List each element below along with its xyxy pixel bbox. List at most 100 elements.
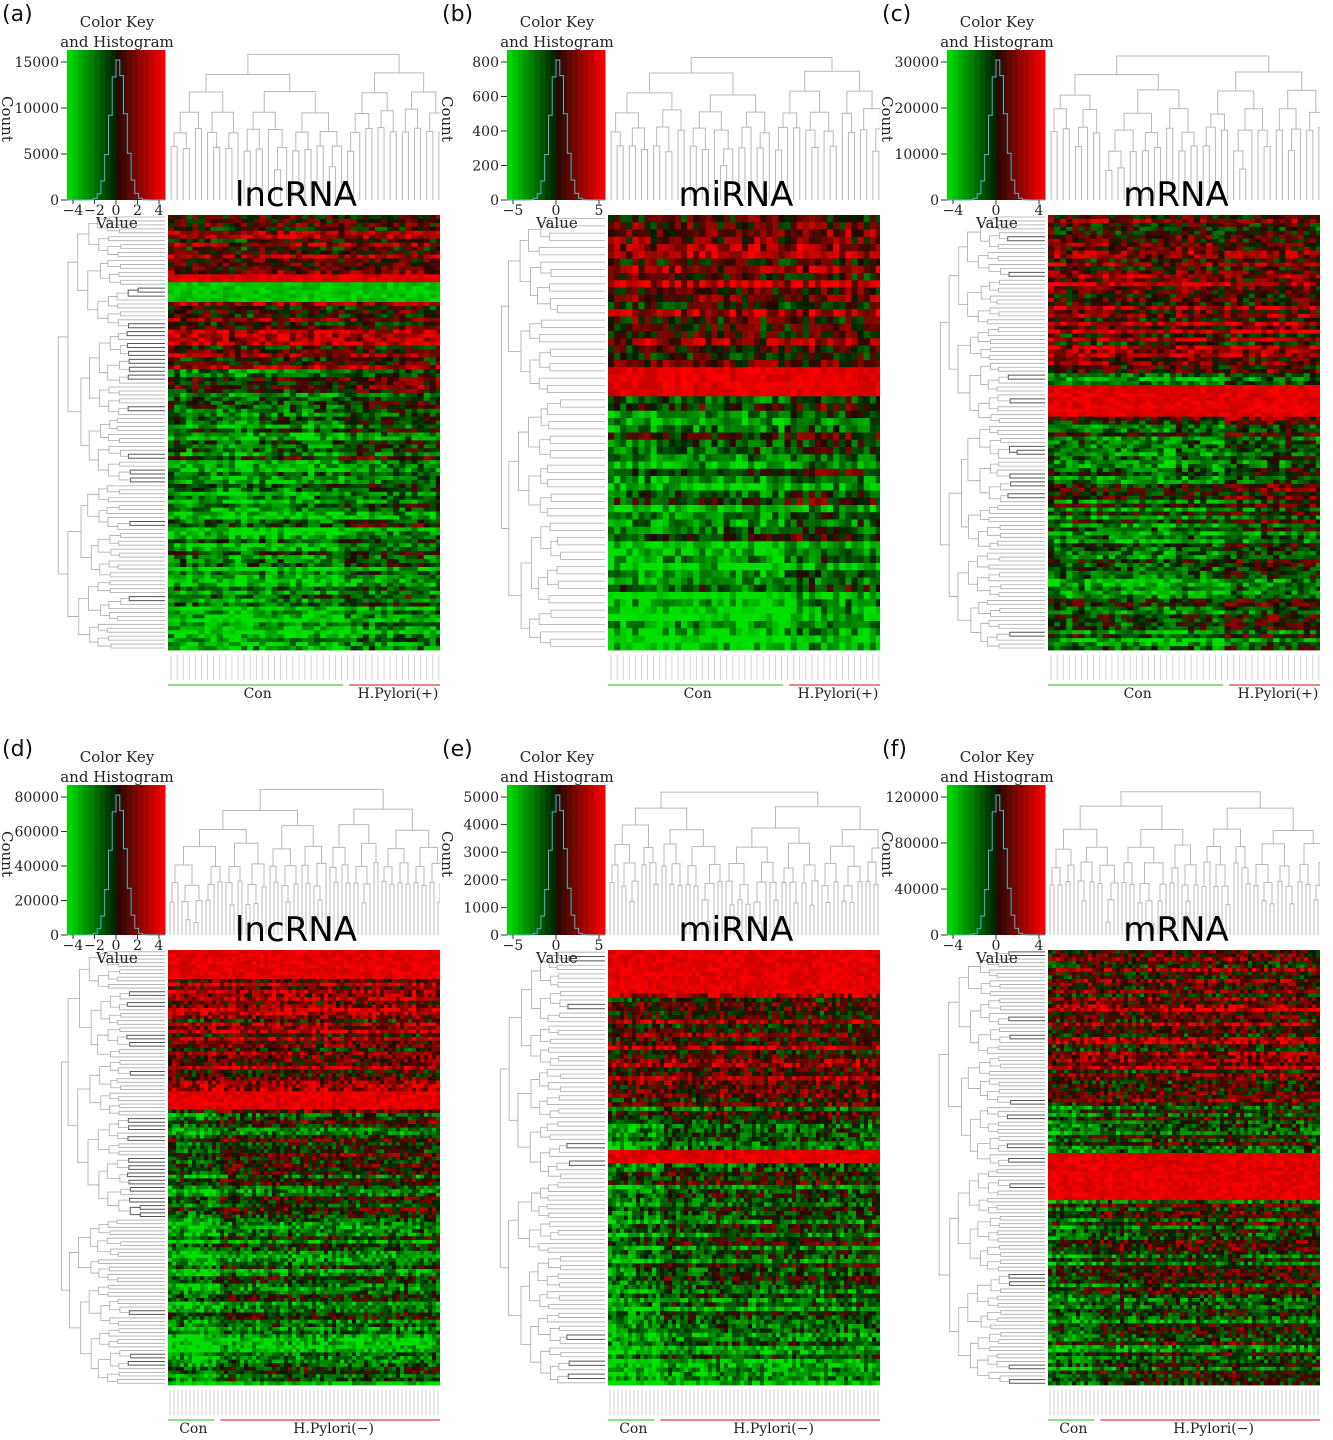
heatmap-cell — [278, 492, 284, 496]
heatmap-cell — [357, 247, 363, 251]
heatmap-cell — [381, 290, 387, 294]
heatmap-cell — [192, 377, 198, 381]
heatmap-cell — [284, 302, 290, 306]
heatmap-cell — [198, 563, 204, 567]
heatmap-cell — [320, 413, 326, 417]
heatmap-cell — [393, 385, 399, 389]
heatmap-cell — [369, 448, 375, 452]
heatmap-cell — [259, 294, 265, 298]
heatmap-cell — [411, 361, 417, 365]
heatmap-cell — [308, 235, 314, 239]
heatmap-cell — [174, 255, 180, 259]
heatmap-cell — [399, 468, 405, 472]
heatmap-cell — [363, 417, 369, 421]
heatmap-cell — [211, 231, 217, 235]
heatmap-cell — [168, 535, 174, 539]
heatmap-cell — [198, 618, 204, 622]
heatmap-cell — [338, 314, 344, 318]
heatmap-cell — [253, 357, 259, 361]
heatmap-cell — [320, 448, 326, 452]
heatmap-cell — [253, 298, 259, 302]
heatmap-cell — [381, 251, 387, 255]
heatmap-cell — [241, 543, 247, 547]
heatmap-cell — [411, 484, 417, 488]
heatmap-cell — [217, 251, 223, 255]
heatmap-cell — [229, 444, 235, 448]
heatmap-cell — [387, 571, 393, 575]
heatmap-cell — [174, 413, 180, 417]
heatmap-cell — [265, 504, 271, 508]
heatmap-cell — [320, 310, 326, 314]
heatmap-cell — [375, 563, 381, 567]
heatmap-cell — [314, 231, 320, 235]
heatmap-cell — [393, 274, 399, 278]
heatmap-cell — [399, 286, 405, 290]
heatmap-cell — [284, 385, 290, 389]
heatmap-cell — [247, 421, 253, 425]
heatmap-cell — [357, 472, 363, 476]
heatmap-cell — [180, 243, 186, 247]
heatmap-cell — [278, 476, 284, 480]
heatmap-cell — [308, 389, 314, 393]
heatmap-cell — [363, 539, 369, 543]
heatmap-cell — [308, 243, 314, 247]
heatmap-cell — [290, 618, 296, 622]
heatmap-cell — [198, 433, 204, 437]
heatmap-cell — [338, 369, 344, 373]
heatmap-cell — [259, 433, 265, 437]
heatmap-cell — [247, 286, 253, 290]
heatmap-cell — [217, 618, 223, 622]
heatmap-cell — [211, 405, 217, 409]
heatmap-cell — [332, 294, 338, 298]
heatmap-cell — [229, 595, 235, 599]
heatmap-cell — [314, 306, 320, 310]
heatmap-cell — [332, 543, 338, 547]
heatmap-cell — [271, 567, 277, 571]
heatmap-cell — [241, 492, 247, 496]
heatmap-cell — [174, 294, 180, 298]
heatmap-cell — [338, 508, 344, 512]
heatmap-cell — [198, 579, 204, 583]
heatmap-cell — [308, 603, 314, 607]
heatmap-cell — [278, 571, 284, 575]
heatmap-cell — [375, 583, 381, 587]
heatmap-cell — [205, 496, 211, 500]
heatmap-cell — [174, 405, 180, 409]
heatmap-cell — [308, 274, 314, 278]
heatmap-cell — [253, 338, 259, 342]
heatmap-cell — [205, 571, 211, 575]
heatmap-cell — [253, 274, 259, 278]
heatmap-cell — [168, 306, 174, 310]
heatmap-cell — [424, 282, 430, 286]
heatmap-cell — [320, 599, 326, 603]
heatmap-cell — [168, 591, 174, 595]
heatmap-cell — [418, 361, 424, 365]
heatmap-cell — [174, 393, 180, 397]
heatmap-cell — [363, 587, 369, 591]
heatmap-cell — [411, 614, 417, 618]
heatmap-cell — [308, 330, 314, 334]
heatmap-cell — [302, 559, 308, 563]
heatmap-cell — [399, 425, 405, 429]
heatmap-cell — [430, 516, 436, 520]
heatmap-cell — [320, 302, 326, 306]
heatmap-cell — [198, 262, 204, 266]
heatmap-cell — [345, 223, 351, 227]
heatmap-cell — [229, 223, 235, 227]
heatmap-cell — [320, 634, 326, 638]
heatmap-cell — [174, 512, 180, 516]
heatmap-cell — [174, 591, 180, 595]
color-key-swatch — [154, 50, 160, 200]
heatmap-cell — [405, 251, 411, 255]
heatmap-cell — [430, 555, 436, 559]
heatmap-cell — [424, 440, 430, 444]
heatmap-cell — [357, 266, 363, 270]
heatmap-cell — [229, 618, 235, 622]
heatmap-cell — [192, 278, 198, 282]
heatmap-cell — [399, 563, 405, 567]
heatmap-cell — [326, 239, 332, 243]
heatmap-cell — [302, 460, 308, 464]
heatmap-cell — [381, 440, 387, 444]
heatmap-cell — [284, 361, 290, 365]
heatmap-cell — [411, 227, 417, 231]
